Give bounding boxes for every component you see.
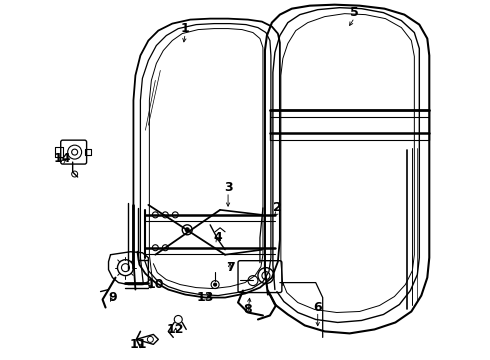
Circle shape: [214, 283, 217, 286]
Text: 4: 4: [214, 231, 222, 244]
FancyBboxPatch shape: [61, 140, 87, 164]
Circle shape: [185, 228, 189, 232]
Text: 12: 12: [167, 323, 184, 336]
Text: 5: 5: [350, 6, 359, 19]
Text: 13: 13: [196, 291, 214, 304]
FancyBboxPatch shape: [238, 261, 282, 293]
Text: 2: 2: [273, 201, 282, 215]
Text: 8: 8: [244, 303, 252, 316]
Text: 14: 14: [54, 152, 72, 165]
Text: 11: 11: [130, 338, 147, 351]
Text: 7: 7: [226, 261, 234, 274]
Text: 1: 1: [181, 22, 190, 35]
Text: 3: 3: [224, 181, 232, 194]
Text: 10: 10: [147, 278, 164, 291]
Text: 9: 9: [108, 291, 117, 304]
Text: 6: 6: [314, 301, 322, 314]
